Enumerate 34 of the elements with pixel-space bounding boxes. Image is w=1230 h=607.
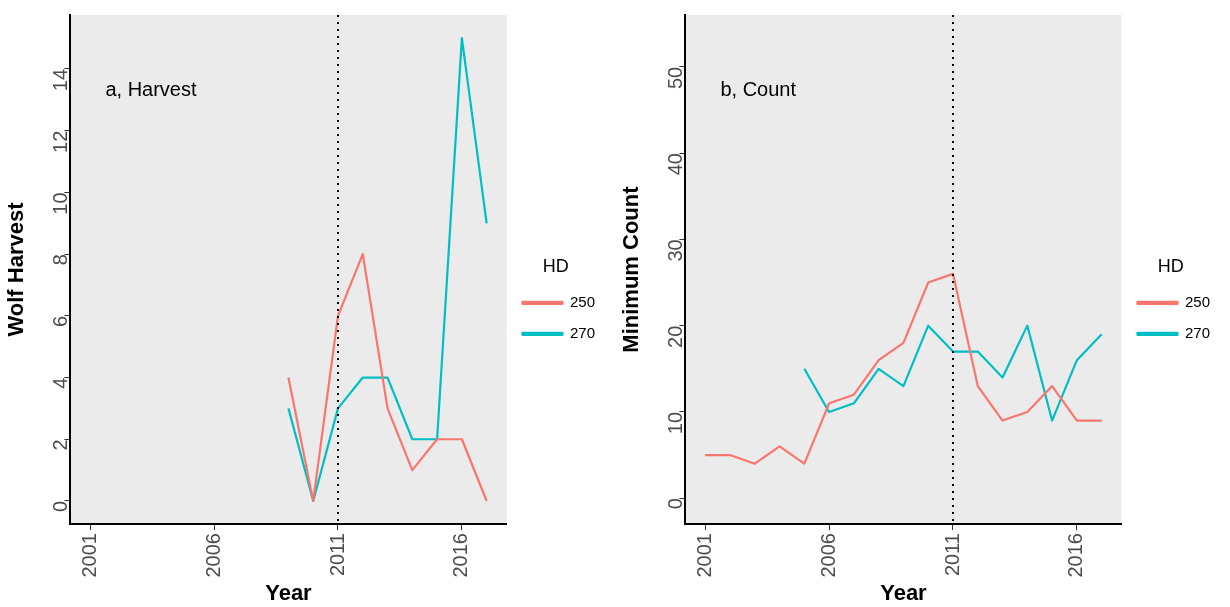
- y-tick-label: 20: [663, 325, 686, 348]
- y-tick-label: 50: [663, 66, 686, 90]
- y-tick-label: 40: [663, 153, 686, 176]
- y-tick-label: 8: [48, 254, 71, 266]
- x-axis-title: Year: [880, 579, 928, 605]
- legend-label: 250: [1184, 292, 1210, 310]
- x-tick-label: 2011: [940, 533, 963, 577]
- y-tick-label: 0: [48, 500, 71, 513]
- x-tick-label: 2006: [201, 533, 224, 578]
- y-axis-title: Minimum Count: [618, 185, 644, 353]
- y-tick-label: 10: [48, 192, 71, 215]
- legend-label: 270: [569, 323, 595, 341]
- legend-label: 250: [569, 292, 595, 310]
- legend-title: HD: [542, 255, 569, 276]
- x-tick-label: 2001: [77, 533, 100, 578]
- x-tick-label: 2016: [1064, 533, 1087, 578]
- y-tick-label: 0: [663, 498, 686, 510]
- x-tick-label: 2011: [325, 533, 348, 577]
- y-tick-label: 2: [48, 439, 71, 451]
- x-tick-label: 2001: [692, 533, 715, 578]
- x-axis-title: Year: [265, 579, 313, 605]
- annotation: a, Harvest: [105, 77, 197, 100]
- y-tick-label: 14: [48, 69, 71, 92]
- annotation: b, Count: [720, 77, 797, 100]
- x-tick-label: 2016: [449, 533, 472, 578]
- y-tick-label: 4: [48, 377, 71, 389]
- y-tick-label: 30: [663, 239, 686, 262]
- y-tick-label: 10: [663, 411, 686, 435]
- x-tick-label: 2006: [816, 533, 839, 578]
- legend-title: HD: [1157, 255, 1184, 276]
- y-axis-title: Wolf Harvest: [3, 201, 29, 337]
- legend-label: 270: [1184, 323, 1210, 341]
- y-tick-label: 12: [48, 130, 71, 153]
- y-tick-label: 6: [48, 315, 71, 327]
